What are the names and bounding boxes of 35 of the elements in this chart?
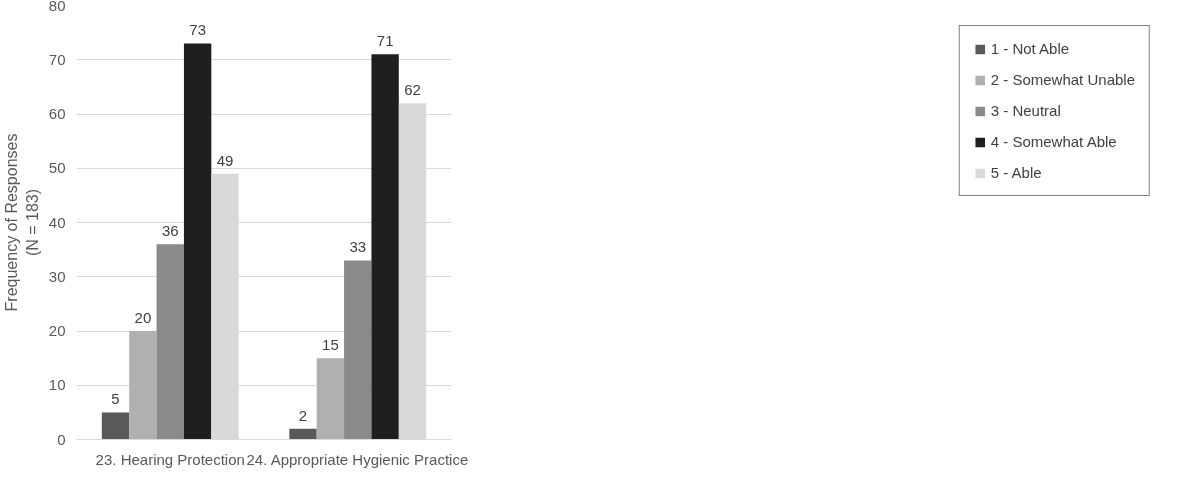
legend-label: 4 - Somewhat Able [990,133,1117,150]
data-label: 2 [298,406,308,424]
data-label: 5 [111,390,120,408]
y-axis-title: Frequency of Responses (N = 183) [3,133,41,312]
x-tick-label: 23. Hearing Protection [95,450,245,468]
bar [316,358,345,440]
legend-label: 3 - Neutral [990,102,1061,119]
data-label: 62 [404,81,421,99]
y-tick-label: 70 [48,50,66,68]
y-tick-label: 0 [57,430,66,448]
y-tick-label: 30 [48,267,66,285]
y-tick-label: 50 [48,159,66,177]
bar [129,331,157,440]
legend-label: 2 - Somewhat Unable [990,71,1135,88]
data-label: 71 [376,32,394,50]
y-tick-label: 10 [48,376,66,394]
y-tick-label: 20 [48,322,66,339]
data-label: 33 [349,238,367,256]
legend-label: 5 - Able [990,164,1042,181]
data-label: 36 [161,222,179,240]
data-label: 15 [322,336,339,354]
legend-label: 1 - Not Able [990,40,1070,57]
data-label: 49 [216,151,234,169]
bar [371,54,399,440]
y-tick-label: 80 [48,0,66,14]
bar [156,244,184,440]
bar [344,260,372,440]
bar [101,412,130,440]
bar [289,428,317,440]
x-tick-label: 24. Appropriate Hygienic Practice [246,450,469,468]
y-tick-label: 60 [48,105,66,122]
bar [183,43,212,440]
data-label: 73 [189,21,206,39]
data-label: 20 [134,309,152,326]
y-tick-label: 40 [48,213,66,231]
